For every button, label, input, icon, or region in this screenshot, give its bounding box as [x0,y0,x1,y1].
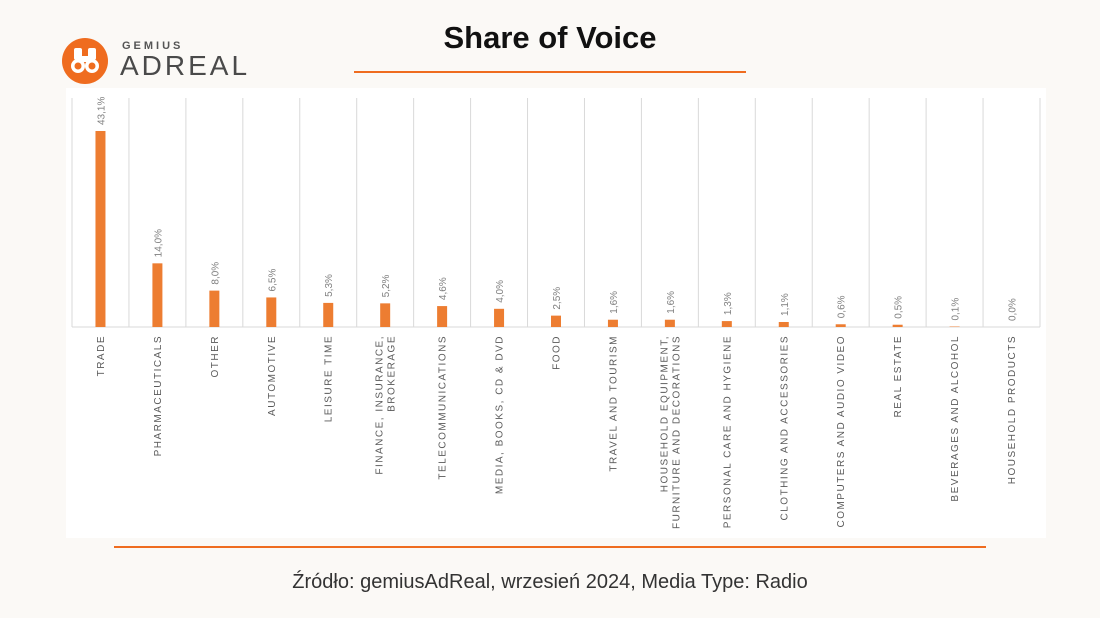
category-label-line: BROKERAGE [387,335,398,412]
category-label: AUTOMOTIVE [267,335,278,416]
category-label-line: LEISURE TIME [324,335,335,422]
binoculars-icon [62,38,108,84]
bar [494,308,505,327]
bar-chart: 43,1% TRADE 14,0% PHARMACEUTICALS 8,0% OTHER 6… [71,97,1041,529]
category-label-line: COMPUTERS AND AUDIO VIDEO [836,335,847,528]
data-label: 6,5% [267,269,278,292]
data-label: 1,6% [609,291,620,314]
source-caption: Źródło: gemiusAdReal, wrzesień 2024, Med… [292,571,808,593]
category-label-line: PHARMACEUTICALS [153,335,164,456]
category-label: OTHER [210,335,221,378]
data-label: 0,6% [837,295,848,318]
category-label-line: MEDIA, BOOKS, CD & DVD [495,335,506,494]
data-label: 8,0% [210,262,221,285]
chart-area: 43,1% TRADE 14,0% PHARMACEUTICALS 8,0% OTHER 6… [66,88,1046,538]
data-label: 0,0% [1008,298,1019,321]
bar [835,324,846,327]
bar [95,131,106,327]
data-label: 0,1% [951,298,962,321]
data-label: 1,6% [666,291,677,314]
data-label: 4,0% [495,280,506,303]
category-label: FOOD [552,335,563,370]
bar [152,263,163,327]
category-label-line: HOUSEHOLD EQUIPMENT, [659,335,670,492]
category-label: PHARMACEUTICALS [153,335,164,456]
page-title: Share of Voice [443,20,657,55]
category-label-line: BEVERAGES AND ALCOHOL [950,335,961,502]
data-label: 4,6% [438,277,449,300]
bar [266,297,277,327]
category-label: COMPUTERS AND AUDIO VIDEO [836,335,847,528]
category-label-line: REAL ESTATE [893,335,904,417]
bar [664,319,675,327]
bar [437,306,448,327]
category-label-line: TRADE [96,335,107,376]
category-label-line: CLOTHING AND ACCESSORIES [779,335,790,520]
category-label: REAL ESTATE [893,335,904,417]
category-label: TRADE [96,335,107,376]
data-label: 2,5% [552,287,563,310]
category-label-line: PERSONAL CARE AND HYGIENE [722,335,733,528]
category-label: CLOTHING AND ACCESSORIES [779,335,790,520]
category-label-line: HOUSEHOLD PRODUCTS [1007,335,1018,484]
category-label-line: TRAVEL AND TOURISM [608,335,619,472]
logo-small-text: GEMIUS [122,40,184,52]
bar [380,303,391,327]
data-label: 1,1% [780,293,791,316]
category-label: MEDIA, BOOKS, CD & DVD [495,335,506,494]
category-label-line: OTHER [210,335,221,378]
bar [721,321,732,327]
category-label: TELECOMMUNICATIONS [438,335,449,480]
bar [209,290,220,327]
data-label: 14,0% [153,229,164,257]
category-label-line: AUTOMOTIVE [267,335,278,416]
category-label: HOUSEHOLD EQUIPMENT,FURNITURE AND DECORA… [659,335,682,529]
category-label: TRAVEL AND TOURISM [608,335,619,472]
bar [607,319,618,327]
data-label: 5,3% [324,274,335,297]
bar [892,324,903,327]
bottom-divider [114,546,986,548]
data-label: 1,3% [723,292,734,315]
category-label: PERSONAL CARE AND HYGIENE [722,335,733,528]
bar [323,302,334,327]
category-label: LEISURE TIME [324,335,335,422]
category-label-line: FURNITURE AND DECORATIONS [671,335,682,529]
category-label: HOUSEHOLD PRODUCTS [1007,335,1018,484]
bar [551,315,561,327]
category-label-line: FOOD [552,335,563,370]
category-label: FINANCE, INSURANCE,BROKERAGE [375,335,398,475]
data-label: 5,2% [381,274,392,297]
gemius-adreal-logo: GEMIUS ADREAL [62,36,252,88]
data-label: 43,1% [96,97,107,125]
bar [778,321,789,327]
category-label: BEVERAGES AND ALCOHOL [950,335,961,502]
category-label-line: TELECOMMUNICATIONS [438,335,449,480]
title-underline [354,71,746,73]
logo-big-text: ADREAL [120,50,251,81]
category-label-line: FINANCE, INSURANCE, [375,335,386,475]
data-label: 0,5% [894,296,905,319]
